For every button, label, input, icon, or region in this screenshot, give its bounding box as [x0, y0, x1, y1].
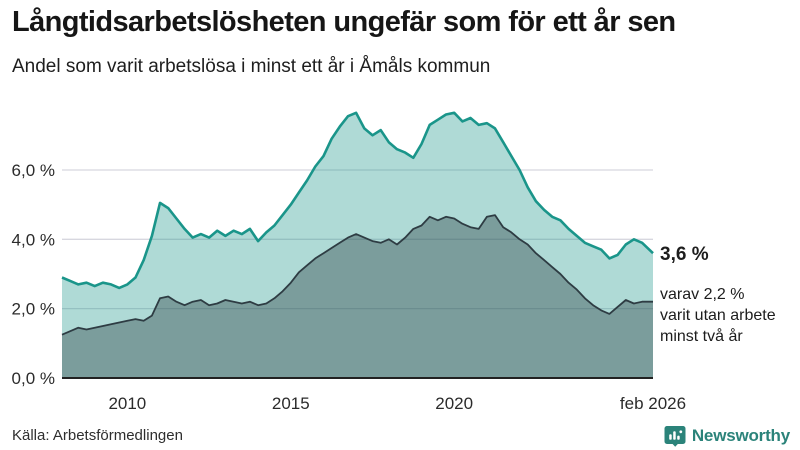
x-axis-tick-label: feb 2026 [620, 394, 686, 413]
series-line-two-years [61, 214, 653, 336]
page-title: Långtidsarbetslösheten ungefär som för e… [12, 6, 676, 38]
series-area-one-year [62, 112, 653, 379]
newsworthy-wordmark: Newsworthy [691, 426, 790, 445]
source-note: Källa: Arbetsförmedlingen [12, 427, 183, 444]
series-area-two-years [62, 215, 653, 378]
x-axis-tick-label: 2015 [272, 394, 310, 413]
newsworthy-brand: Newsworthy [664, 424, 790, 448]
chart-subtitle: Andel som varit arbetslösa i minst ett å… [12, 56, 491, 77]
newsworthy-logo-icon [664, 426, 686, 447]
x-axis-tick-label: 2010 [108, 394, 146, 413]
y-axis-tick-label: 0,0 % [12, 369, 55, 388]
series-line-one-year [61, 111, 654, 290]
y-axis-tick-label: 6,0 % [12, 161, 55, 180]
y-axis-tick-label: 2,0 % [12, 300, 55, 319]
unemployment-area-chart: 0,0 % 2,0 % 4,0 % 6,0 % 2010 2015 2020 feb 2026… [0, 88, 800, 418]
chart-svg: 0,0 % 2,0 % 4,0 % 6,0 % 2010 2015 2020 feb 2026… [12, 111, 776, 413]
two-year-annotation-line: varav 2,2 % [660, 286, 744, 303]
x-axis-tick-label: 2020 [435, 394, 473, 413]
y-axis-tick-label: 4,0 % [12, 230, 55, 249]
two-year-annotation-line: minst två år [660, 327, 743, 345]
latest-value-label: 3,6 % [660, 244, 709, 265]
two-year-annotation-line: varit utan arbete [660, 307, 776, 324]
